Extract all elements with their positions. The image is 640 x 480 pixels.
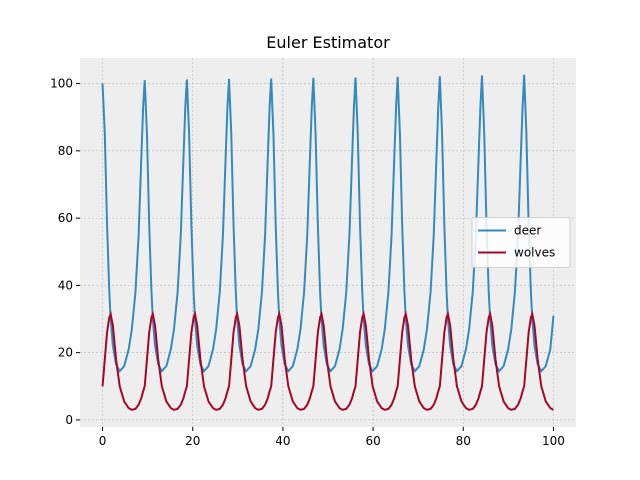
series-line — [101, 74, 555, 373]
y-tick-label: 80 — [58, 144, 73, 158]
x-tick-label: 60 — [365, 434, 380, 448]
y-tick-label: 20 — [58, 346, 73, 360]
x-tick-label: 40 — [275, 434, 290, 448]
legend-label: deer — [514, 224, 541, 238]
x-tick-label: 80 — [456, 434, 471, 448]
x-tick-label: 20 — [185, 434, 200, 448]
chart-title: Euler Estimator — [266, 33, 390, 52]
y-tick-label: 100 — [50, 77, 73, 91]
x-tick-label: 0 — [99, 434, 107, 448]
y-tick-label: 0 — [65, 413, 73, 427]
series-line — [101, 310, 554, 411]
x-tick-label: 100 — [542, 434, 565, 448]
legend-label: wolves — [514, 246, 555, 260]
y-tick-label: 60 — [58, 211, 73, 225]
y-tick-label: 40 — [58, 278, 73, 292]
